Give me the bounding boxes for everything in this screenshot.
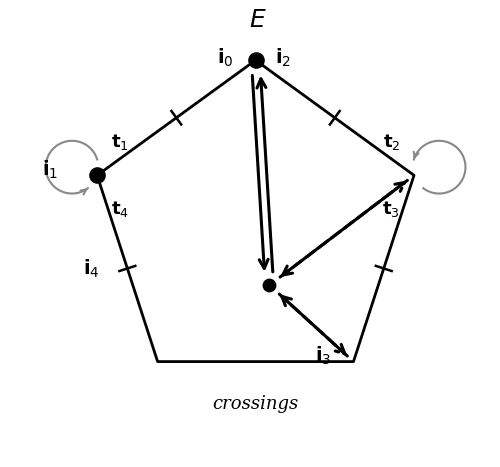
Text: $\mathbf{i}_4$: $\mathbf{i}_4$ [83,257,100,280]
Point [266,282,274,289]
Text: $\mathbf{i}_1$: $\mathbf{i}_1$ [42,159,58,181]
Text: $\mathbf{i}_2$: $\mathbf{i}_2$ [275,46,291,69]
Text: $\mathbf{i}_0$: $\mathbf{i}_0$ [216,46,234,69]
Text: $\mathbf{t}_4$: $\mathbf{t}_4$ [111,198,129,219]
Text: $\mathbf{t}_1$: $\mathbf{t}_1$ [111,132,128,152]
Text: $\mathbf{i}_3$: $\mathbf{i}_3$ [315,345,332,367]
Text: $E$: $E$ [250,9,267,32]
Text: crossings: crossings [212,395,298,413]
Point [252,57,260,64]
Text: $\mathbf{t}_2$: $\mathbf{t}_2$ [382,132,400,152]
Point [93,171,101,179]
Text: $\mathbf{t}_3$: $\mathbf{t}_3$ [382,198,400,219]
